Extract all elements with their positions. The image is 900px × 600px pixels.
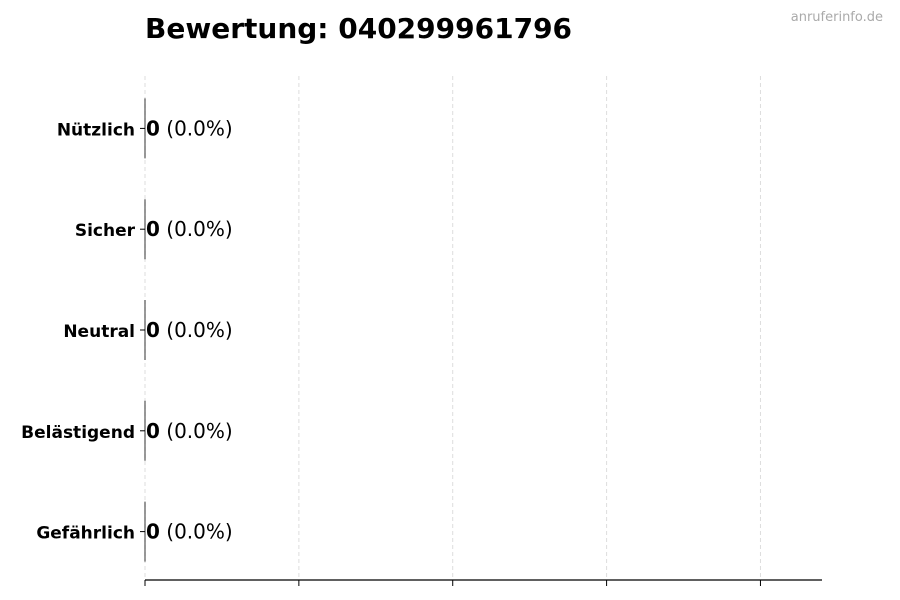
y-tick-label: Gefährlich [36, 524, 135, 544]
y-tick-label: Belästigend [21, 423, 135, 443]
watermark: anruferinfo.de [790, 10, 883, 25]
data-label-percent: (0.0%) [160, 520, 233, 544]
chart-title: Bewertung: 040299961796 [145, 12, 573, 45]
data-label-count: 0 [146, 217, 160, 241]
data-label: 0 (0.0%) [146, 419, 233, 443]
data-label-percent: (0.0%) [160, 116, 233, 140]
data-label-percent: (0.0%) [160, 318, 233, 342]
data-label: 0 (0.0%) [146, 217, 233, 241]
data-label-percent: (0.0%) [160, 419, 233, 443]
data-label-count: 0 [146, 419, 160, 443]
data-label: 0 (0.0%) [146, 520, 233, 544]
y-tick-label: Nützlich [57, 120, 135, 140]
y-tick-label: Neutral [63, 322, 135, 342]
y-tick-label: Sicher [75, 221, 136, 241]
data-label-percent: (0.0%) [160, 217, 233, 241]
data-label-count: 0 [146, 116, 160, 140]
data-label: 0 (0.0%) [146, 318, 233, 342]
data-label: 0 (0.0%) [146, 116, 233, 140]
data-label-count: 0 [146, 520, 160, 544]
data-label-count: 0 [146, 318, 160, 342]
